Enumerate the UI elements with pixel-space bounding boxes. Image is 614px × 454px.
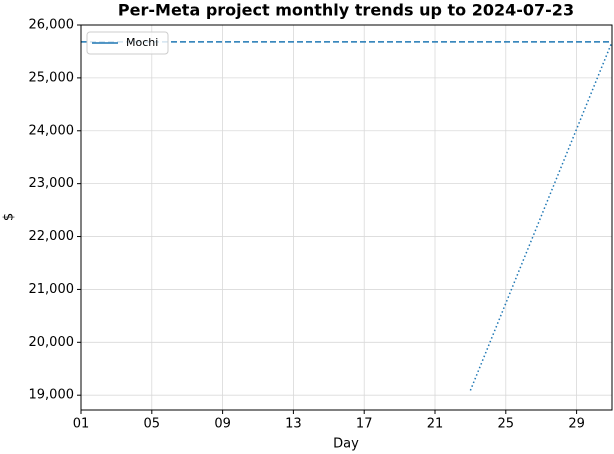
- y-tick-label: 22,000: [29, 229, 75, 244]
- y-tick-label: 25,000: [29, 70, 75, 85]
- plot-frame: [80, 24, 613, 411]
- x-tick-label: 13: [285, 417, 302, 432]
- y-tick-label: 20,000: [29, 335, 75, 350]
- x-tick-label: 05: [144, 417, 161, 432]
- y-tick-label: 23,000: [29, 176, 75, 191]
- x-tick-label: 09: [214, 417, 231, 432]
- y-tick-label: 19,000: [29, 388, 75, 403]
- x-tick-label: 25: [498, 417, 515, 432]
- chart-title: Per-Meta project monthly trends up to 20…: [118, 1, 574, 20]
- x-axis-label: Day: [333, 437, 359, 452]
- x-tick-label: 17: [356, 417, 373, 432]
- x-tick-label: 29: [568, 417, 585, 432]
- projection-line: [469, 41, 613, 391]
- x-tick-label: 01: [73, 417, 90, 432]
- y-tick-label: 21,000: [29, 282, 75, 297]
- x-tick-label: 21: [427, 417, 444, 432]
- legend-box: [86, 31, 169, 55]
- y-axis-label: $: [2, 213, 17, 221]
- legend-label: Mochi: [126, 36, 158, 49]
- y-tick-label: 26,000: [29, 18, 75, 33]
- y-tick-label: 24,000: [29, 123, 75, 138]
